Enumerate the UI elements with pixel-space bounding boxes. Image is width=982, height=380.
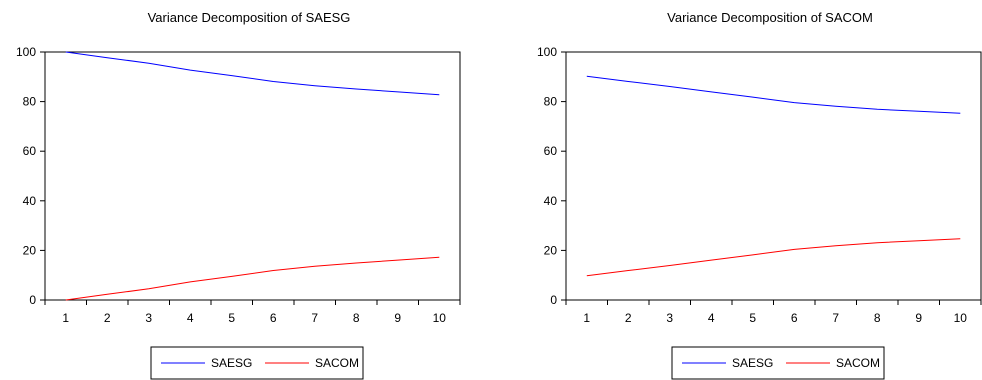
series-line-sacom: [586, 238, 961, 277]
legend-label: SAESG: [732, 356, 773, 370]
y-tick-label: 0: [29, 293, 36, 307]
x-tick-label: 1: [62, 311, 69, 325]
x-tick-label: 3: [145, 311, 152, 325]
y-tick-label: 20: [544, 243, 558, 257]
chart-title: Variance Decomposition of SACOM: [667, 10, 873, 25]
x-tick-label: 4: [708, 311, 715, 325]
x-tick-label: 2: [625, 311, 632, 325]
x-tick-label: 5: [749, 311, 756, 325]
y-tick-label: 100: [537, 45, 557, 59]
legend-label: SAESG: [211, 356, 252, 370]
x-tick-label: 3: [666, 311, 673, 325]
series-line-saesg: [586, 75, 961, 114]
y-tick-label: 20: [23, 243, 37, 257]
x-tick-label: 6: [791, 311, 798, 325]
legend: SAESG SACOM: [150, 346, 364, 380]
x-tick-label: 1: [583, 311, 590, 325]
plot-area: [565, 51, 982, 301]
y-tick-label: 40: [544, 194, 558, 208]
x-tick-label: 7: [832, 311, 839, 325]
chart-2: Variance Decomposition of SACOM 0 20 40 60 80…: [537, 10, 982, 380]
y-tick-label: 80: [23, 95, 37, 109]
chart-1: Variance Decomposition of SAESG 0 20 40 60 80…: [16, 10, 461, 380]
x-tick-label: 2: [104, 311, 111, 325]
x-tick-label: 8: [874, 311, 881, 325]
y-tick-label: 60: [544, 144, 558, 158]
x-tick-label: 10: [954, 311, 968, 325]
x-tick-label: 9: [915, 311, 922, 325]
x-tick-label: 8: [353, 311, 360, 325]
x-tick-label: 10: [433, 311, 447, 325]
series-line-saesg: [65, 51, 440, 96]
legend: SAESG SACOM: [671, 346, 885, 380]
x-tick-label: 7: [311, 311, 318, 325]
x-tick-label: 4: [187, 311, 194, 325]
y-tick-label: 100: [16, 45, 36, 59]
y-tick-label: 80: [544, 95, 558, 109]
y-tick-label: 60: [23, 144, 37, 158]
y-tick-label: 0: [550, 293, 557, 307]
chart-title: Variance Decomposition of SAESG: [148, 10, 351, 25]
legend-label: SACOM: [836, 356, 880, 370]
y-tick-label: 40: [23, 194, 37, 208]
legend-label: SACOM: [315, 356, 359, 370]
x-tick-label: 5: [228, 311, 235, 325]
plot-area: [44, 51, 461, 301]
x-tick-label: 9: [394, 311, 401, 325]
series-line-sacom: [65, 256, 440, 301]
x-tick-label: 6: [270, 311, 277, 325]
